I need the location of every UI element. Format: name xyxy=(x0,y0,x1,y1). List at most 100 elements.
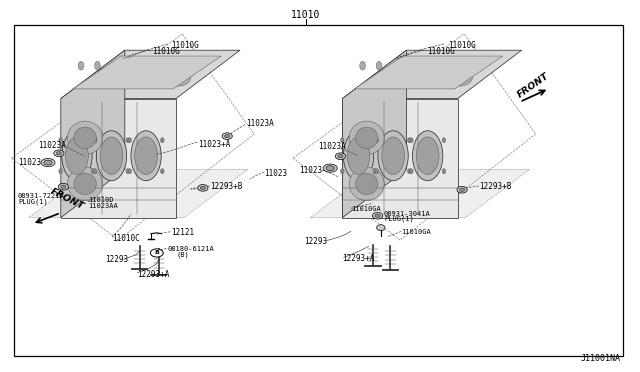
Text: 11023A: 11023A xyxy=(246,119,273,128)
Text: 08180-6121A: 08180-6121A xyxy=(168,246,214,252)
Text: 11023+A: 11023+A xyxy=(198,140,231,149)
Ellipse shape xyxy=(378,131,408,181)
Text: 12293+A: 12293+A xyxy=(138,270,170,279)
Ellipse shape xyxy=(92,169,95,174)
Ellipse shape xyxy=(349,167,385,201)
Polygon shape xyxy=(342,50,406,218)
Text: 12121: 12121 xyxy=(172,228,195,237)
Ellipse shape xyxy=(127,61,133,70)
Polygon shape xyxy=(73,56,221,89)
Ellipse shape xyxy=(347,137,370,174)
Ellipse shape xyxy=(375,169,379,174)
Polygon shape xyxy=(355,56,503,89)
Ellipse shape xyxy=(392,61,398,70)
Ellipse shape xyxy=(41,158,55,167)
Text: B: B xyxy=(154,250,159,256)
Ellipse shape xyxy=(97,131,127,181)
Text: 08931-3041A: 08931-3041A xyxy=(384,211,431,217)
Ellipse shape xyxy=(410,169,413,174)
Text: 11010: 11010 xyxy=(291,10,321,20)
Ellipse shape xyxy=(340,138,344,143)
Text: 11023: 11023 xyxy=(18,158,41,167)
Ellipse shape xyxy=(150,249,163,257)
Ellipse shape xyxy=(360,61,365,70)
Ellipse shape xyxy=(460,188,465,192)
Ellipse shape xyxy=(95,61,100,70)
Ellipse shape xyxy=(372,212,383,219)
Ellipse shape xyxy=(447,68,472,86)
Ellipse shape xyxy=(54,150,64,157)
Text: PLUG(1): PLUG(1) xyxy=(384,216,413,222)
Ellipse shape xyxy=(323,164,337,172)
Ellipse shape xyxy=(381,137,404,174)
Ellipse shape xyxy=(457,186,467,193)
Polygon shape xyxy=(342,50,522,99)
Text: 12293+B: 12293+B xyxy=(210,182,243,191)
Text: 11010G: 11010G xyxy=(172,41,199,50)
Ellipse shape xyxy=(92,138,95,143)
Text: 12293: 12293 xyxy=(105,255,128,264)
Text: 11010GA: 11010GA xyxy=(351,206,380,212)
Ellipse shape xyxy=(61,185,66,189)
Polygon shape xyxy=(342,99,458,218)
Text: 11010G: 11010G xyxy=(428,47,455,56)
Ellipse shape xyxy=(225,135,230,138)
Polygon shape xyxy=(29,169,248,218)
Polygon shape xyxy=(61,50,240,99)
Ellipse shape xyxy=(326,166,335,170)
Ellipse shape xyxy=(128,169,132,174)
Ellipse shape xyxy=(376,61,382,70)
Ellipse shape xyxy=(442,169,445,174)
Ellipse shape xyxy=(44,160,52,165)
Ellipse shape xyxy=(93,169,97,174)
Ellipse shape xyxy=(408,138,411,143)
Text: 11010G: 11010G xyxy=(152,47,180,56)
Ellipse shape xyxy=(59,169,63,174)
Text: 11023: 11023 xyxy=(264,169,287,178)
Text: 12293: 12293 xyxy=(304,237,327,246)
Polygon shape xyxy=(61,99,176,218)
Bar xyxy=(14,25,623,356)
Ellipse shape xyxy=(416,137,439,174)
Ellipse shape xyxy=(100,137,123,174)
Ellipse shape xyxy=(409,61,415,70)
Ellipse shape xyxy=(442,61,447,70)
Text: 12293+B: 12293+B xyxy=(479,182,511,191)
Ellipse shape xyxy=(93,138,97,143)
Ellipse shape xyxy=(426,61,431,70)
Ellipse shape xyxy=(58,183,68,190)
Text: 11023A: 11023A xyxy=(38,141,66,150)
Text: FRONT: FRONT xyxy=(516,71,551,100)
Ellipse shape xyxy=(356,127,378,148)
Polygon shape xyxy=(310,169,530,218)
Text: 11023A: 11023A xyxy=(318,142,346,151)
Ellipse shape xyxy=(56,152,61,155)
Ellipse shape xyxy=(198,185,208,191)
Text: 12293+A: 12293+A xyxy=(342,254,375,263)
Text: (B): (B) xyxy=(177,252,189,259)
Ellipse shape xyxy=(375,138,379,143)
Ellipse shape xyxy=(442,138,445,143)
Text: PLUG(1): PLUG(1) xyxy=(18,198,47,205)
Ellipse shape xyxy=(413,131,443,181)
Ellipse shape xyxy=(335,153,346,160)
Ellipse shape xyxy=(65,137,88,174)
Ellipse shape xyxy=(59,138,63,143)
Ellipse shape xyxy=(376,225,385,231)
Ellipse shape xyxy=(349,121,385,154)
Text: 11010G: 11010G xyxy=(448,41,476,50)
Ellipse shape xyxy=(356,173,378,195)
Ellipse shape xyxy=(62,131,92,181)
Text: J11001NA: J11001NA xyxy=(581,354,621,363)
Ellipse shape xyxy=(412,68,438,86)
Ellipse shape xyxy=(126,169,129,174)
Ellipse shape xyxy=(200,186,205,190)
Ellipse shape xyxy=(161,169,164,174)
Ellipse shape xyxy=(68,121,102,154)
Ellipse shape xyxy=(165,68,191,86)
Ellipse shape xyxy=(74,173,97,195)
Ellipse shape xyxy=(131,131,161,181)
Ellipse shape xyxy=(78,61,84,70)
Text: FRONT: FRONT xyxy=(49,187,85,212)
Ellipse shape xyxy=(344,131,374,181)
